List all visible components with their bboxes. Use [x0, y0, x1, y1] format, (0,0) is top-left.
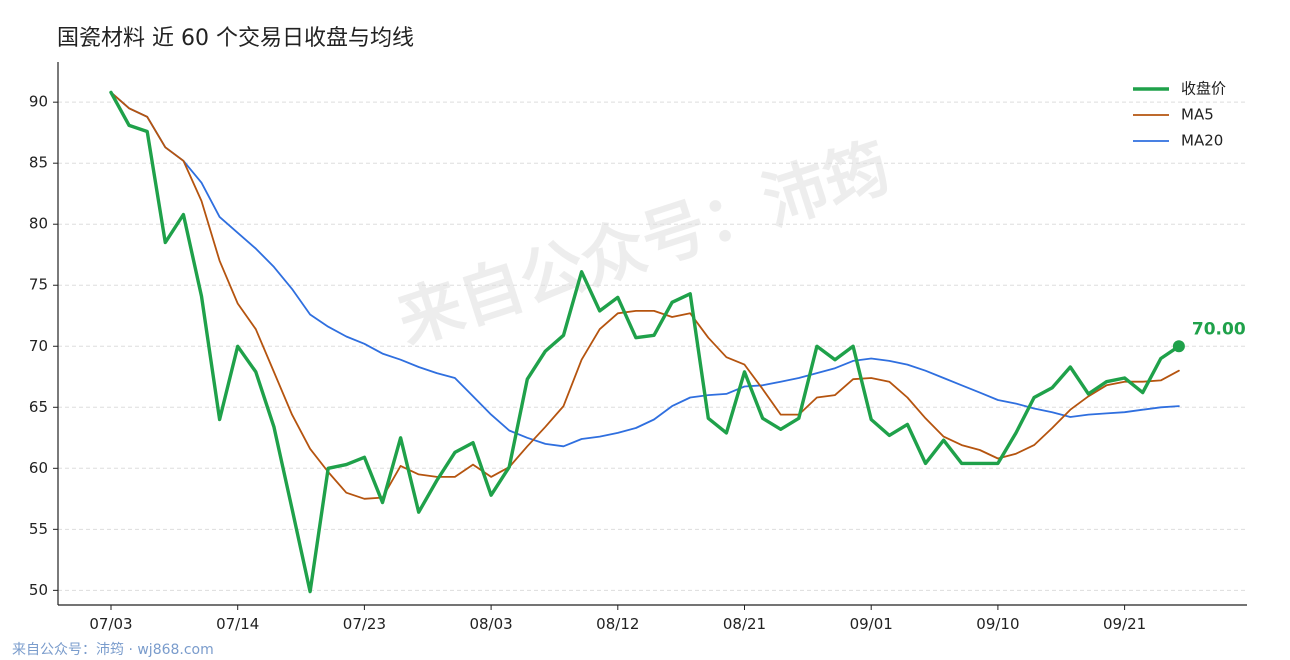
legend-ma5-label: MA5	[1181, 106, 1214, 124]
y-tick-label: 90	[29, 93, 48, 111]
x-tick-label: 07/03	[89, 615, 132, 633]
y-tick-label: 85	[29, 154, 48, 172]
y-tick-label: 55	[29, 520, 48, 538]
x-tick-label: 09/01	[850, 615, 893, 633]
y-tick-label: 80	[29, 215, 48, 233]
x-tick-label: 09/10	[976, 615, 1019, 633]
footer-credit: 来自公众号：沛筠 · wj868.com	[12, 642, 214, 658]
legend-ma20-label: MA20	[1181, 132, 1223, 150]
last-close-marker	[1172, 340, 1185, 353]
x-tick-label: 08/21	[723, 615, 766, 633]
x-tick-label: 07/14	[216, 615, 259, 633]
watermark: 来自公众号：沛筠	[389, 130, 899, 359]
y-tick-label: 50	[29, 581, 48, 599]
y-tick-label: 70	[29, 337, 48, 355]
x-tick-label: 08/03	[469, 615, 512, 633]
ma20-line	[110, 91, 1180, 448]
x-tick-label: 09/21	[1103, 615, 1146, 633]
chart-title: 国瓷材料 近 60 个交易日收盘与均线	[57, 26, 414, 51]
close-price-line	[109, 90, 1181, 594]
y-tick-label: 75	[29, 276, 48, 294]
last-close-label: 70.00	[1192, 319, 1246, 339]
x-tick-label: 08/12	[596, 615, 639, 633]
legend-close-label: 收盘价	[1181, 80, 1226, 98]
ma5-line	[110, 91, 1180, 500]
y-tick-label: 65	[29, 398, 48, 416]
y-tick-label: 60	[29, 459, 48, 477]
x-tick-label: 07/23	[343, 615, 386, 633]
